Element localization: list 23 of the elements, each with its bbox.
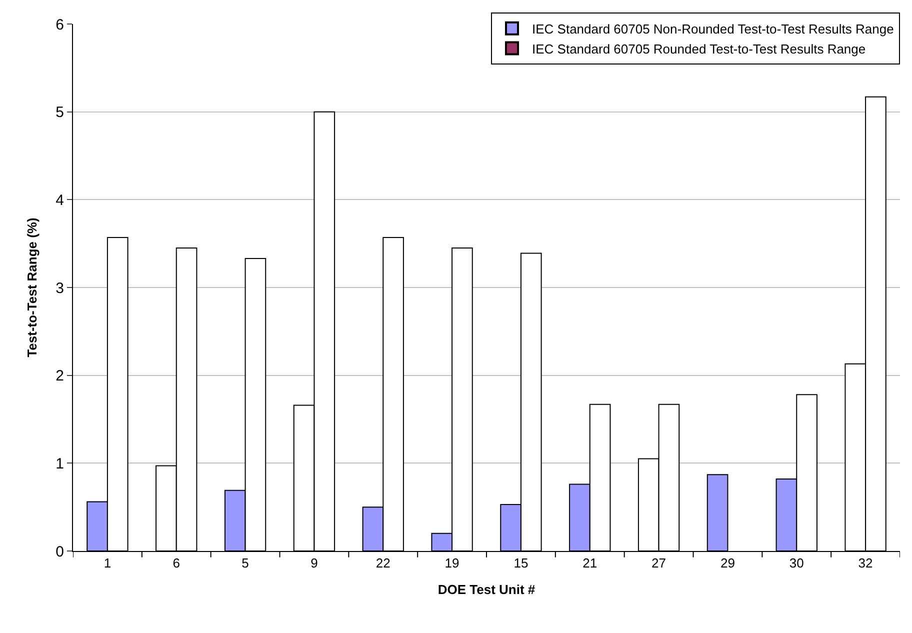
- x-tick-label: 29: [720, 556, 735, 571]
- y-tick-label: 3: [56, 280, 64, 297]
- y-axis-title: Test-to-Test Range (%): [24, 218, 40, 358]
- legend-label: IEC Standard 60705 Rounded Test-to-Test Results Range: [532, 41, 866, 56]
- x-tick-label: 5: [242, 556, 249, 571]
- x-tick-label: 30: [789, 556, 804, 571]
- y-tick-label: 6: [56, 16, 64, 34]
- x-tick-label: 9: [310, 556, 318, 571]
- y-tick-label: 1: [56, 455, 64, 472]
- x-tick-label: 27: [652, 556, 666, 571]
- x-tick-label: 15: [514, 556, 528, 571]
- x-tick-label: 22: [376, 556, 390, 571]
- x-axis-title: DOE Test Unit #: [438, 582, 536, 598]
- legend-label: IEC Standard 60705 Non-Rounded Test-to-Test Results Range: [532, 21, 894, 36]
- x-tick-label: 1: [104, 556, 112, 571]
- x-tick-label: 21: [582, 556, 598, 571]
- y-tick-label: 5: [56, 104, 64, 122]
- y-tick-label: 4: [56, 192, 64, 209]
- x-tick-label: 6: [172, 556, 180, 571]
- y-tick-label: 0: [56, 543, 64, 560]
- x-tick-label: 19: [444, 556, 460, 571]
- y-tick-label: 2: [56, 368, 64, 385]
- x-tick-label: 32: [858, 556, 873, 571]
